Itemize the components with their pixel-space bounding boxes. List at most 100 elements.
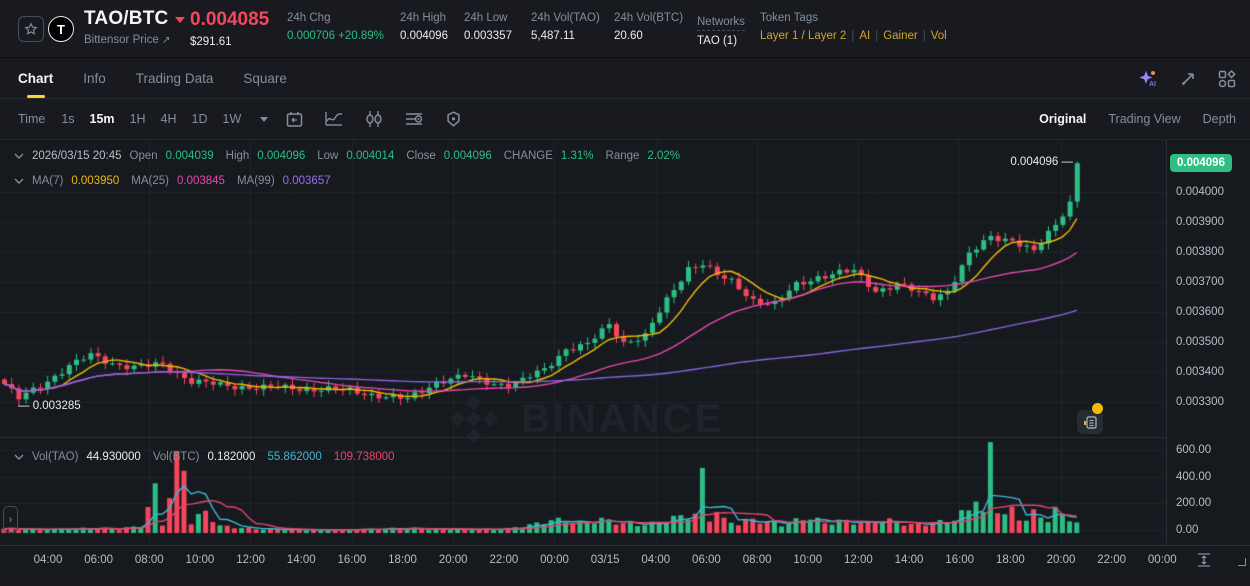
- candles-icon: [366, 111, 382, 127]
- price-axis-label: 0.004000: [1176, 186, 1224, 198]
- indicators-button[interactable]: [405, 111, 423, 127]
- networks-label[interactable]: Networks: [697, 16, 745, 31]
- order-list-icon: [1083, 415, 1097, 429]
- interval-15m[interactable]: 15m: [89, 112, 115, 126]
- time-axis-label: 04:00: [641, 554, 671, 566]
- tag-layer1-layer2[interactable]: Layer 1 / Layer 2: [760, 30, 847, 42]
- pair-selector[interactable]: TAO/BTC: [84, 8, 186, 30]
- volume-axis-label: 0.00: [1176, 523, 1199, 536]
- legend-close: 0.004096: [443, 150, 492, 162]
- chart-style-button[interactable]: [325, 111, 343, 127]
- token-price-link[interactable]: Bittensor Price ↗: [84, 34, 171, 46]
- time-axis-label: 14:00: [286, 554, 316, 566]
- time-axis-label: 22:00: [1097, 554, 1127, 566]
- collapse-ma-legend[interactable]: [14, 178, 24, 185]
- section-tabbar: Chart Info Trading Data Square AI: [0, 58, 1250, 99]
- stat-token-tags: Token Tags Layer 1 / Layer 2 | AI | Gainer | V…: [760, 12, 947, 42]
- token-logo: T: [48, 16, 74, 42]
- interval-1s[interactable]: 1s: [61, 112, 75, 126]
- time-axis-label: 22:00: [489, 554, 519, 566]
- stat-24h-high: 24h High 0.004096: [400, 12, 448, 42]
- chart-settings-button[interactable]: [445, 110, 462, 128]
- price-axis-label: 0.003700: [1176, 276, 1224, 288]
- time-axis-label: 18:00: [388, 554, 417, 566]
- vertical-scale-icon: [1198, 553, 1210, 567]
- favorite-star-button[interactable]: [18, 16, 44, 42]
- interval-1h[interactable]: 1H: [129, 112, 146, 126]
- legend-change: 1.31%: [560, 150, 594, 162]
- star-icon: [24, 22, 38, 35]
- tab-square[interactable]: Square: [243, 70, 287, 86]
- order-list-button[interactable]: [1077, 410, 1103, 434]
- resize-corner-icon[interactable]: [1238, 558, 1246, 566]
- collapse-volume-legend[interactable]: [14, 454, 24, 461]
- tab-chart[interactable]: Chart: [18, 58, 53, 98]
- diagonal-arrow-icon: [1182, 72, 1194, 85]
- interval-1w[interactable]: 1W: [222, 112, 242, 126]
- price-axis-label: 0.003800: [1176, 246, 1224, 258]
- tab-info[interactable]: Info: [83, 70, 106, 86]
- tab-trading-data[interactable]: Trading Data: [135, 70, 214, 86]
- volume-legend: Vol(TAO) 44.930000 Vol(BTC) 0.182000 55.86…: [14, 451, 399, 463]
- pair-name: TAO/BTC: [84, 8, 169, 29]
- time-axis-label: 20:00: [1046, 554, 1076, 566]
- current-price-badge: 0.004096: [1170, 154, 1232, 172]
- market-header: T TAO/BTC Bittensor Price ↗ 0.004085 $29…: [0, 0, 1250, 58]
- layout-grid-icon: [1218, 69, 1236, 87]
- vol-ma-fast-value: 55.862000: [267, 451, 322, 463]
- stat-24h-chg: 24h Chg 0.000706 +20.89%: [287, 12, 384, 42]
- time-axis-label: 10:00: [185, 554, 215, 566]
- price-axis-label: 0.003600: [1176, 306, 1224, 318]
- view-tradingview[interactable]: Trading View: [1108, 112, 1181, 126]
- expand-button[interactable]: [1180, 71, 1196, 87]
- pane-expander-button[interactable]: ›: [3, 506, 18, 533]
- layout-grid-button[interactable]: [1218, 69, 1236, 88]
- time-axis-label: 20:00: [438, 554, 468, 566]
- time-axis-label: 14:00: [894, 554, 924, 566]
- ai-sparkle-icon: AI: [1139, 70, 1156, 88]
- tag-ai[interactable]: AI: [859, 30, 871, 42]
- interval-4h[interactable]: 4H: [160, 112, 177, 126]
- vol-ma-slow-value: 109.738000: [333, 451, 395, 463]
- time-axis-label: 06:00: [84, 554, 114, 566]
- time-axis-label: 08:00: [742, 554, 772, 566]
- time-axis-label: 16:00: [945, 554, 975, 566]
- axis-scale-button[interactable]: [1196, 552, 1212, 568]
- bottom-strip: [0, 574, 1250, 586]
- overlay-compare-button[interactable]: [365, 111, 383, 127]
- indicator-settings-icon: [406, 113, 423, 125]
- last-price-usd: $291.61: [190, 36, 232, 48]
- price-axis-label: 0.003900: [1176, 216, 1224, 228]
- ma99-value: 0.003657: [282, 175, 331, 187]
- time-axis-label: 18:00: [995, 554, 1025, 566]
- time-axis-label: 12:00: [844, 554, 873, 566]
- date-range-button[interactable]: [286, 111, 303, 128]
- time-axis[interactable]: 04:00 06:00 08:00 10:00 12:00 14:00 16:00 18:00…: [0, 545, 1250, 574]
- tag-vol[interactable]: Vol: [930, 30, 947, 42]
- time-axis-label: 16:00: [337, 554, 367, 566]
- collapse-price-legend[interactable]: [14, 153, 24, 160]
- view-original[interactable]: Original: [1039, 112, 1087, 126]
- time-label: Time: [18, 112, 46, 126]
- volume-axis-label: 600.00: [1176, 444, 1212, 456]
- external-link-icon: ↗: [161, 35, 171, 46]
- candlestick-chart[interactable]: [0, 140, 1166, 574]
- view-depth[interactable]: Depth: [1202, 112, 1236, 126]
- stat-24h-vol-btc: 24h Vol(BTC) 20.60: [614, 12, 684, 42]
- time-axis-label: 00:00: [540, 554, 569, 566]
- interval-dropdown-caret[interactable]: [260, 116, 269, 122]
- interval-1d[interactable]: 1D: [191, 112, 208, 126]
- stat-networks: Networks TAO (1): [697, 16, 745, 47]
- last-price: 0.004085: [190, 9, 270, 30]
- time-axis-label: 04:00: [33, 554, 63, 566]
- legend-high: 0.004096: [257, 150, 306, 162]
- time-axis-label: 12:00: [236, 554, 265, 566]
- price-axis[interactable]: 0.004096 0.004000 0.003900 0.003800 0.00370…: [1166, 140, 1250, 545]
- ai-assistant-button[interactable]: AI: [1138, 70, 1158, 88]
- legend-low: 0.004014: [346, 150, 395, 162]
- tag-gainer[interactable]: Gainer: [883, 30, 918, 42]
- low-price-annotation: — 0.003285: [18, 400, 81, 412]
- pair-dropdown-caret-icon: [175, 17, 186, 23]
